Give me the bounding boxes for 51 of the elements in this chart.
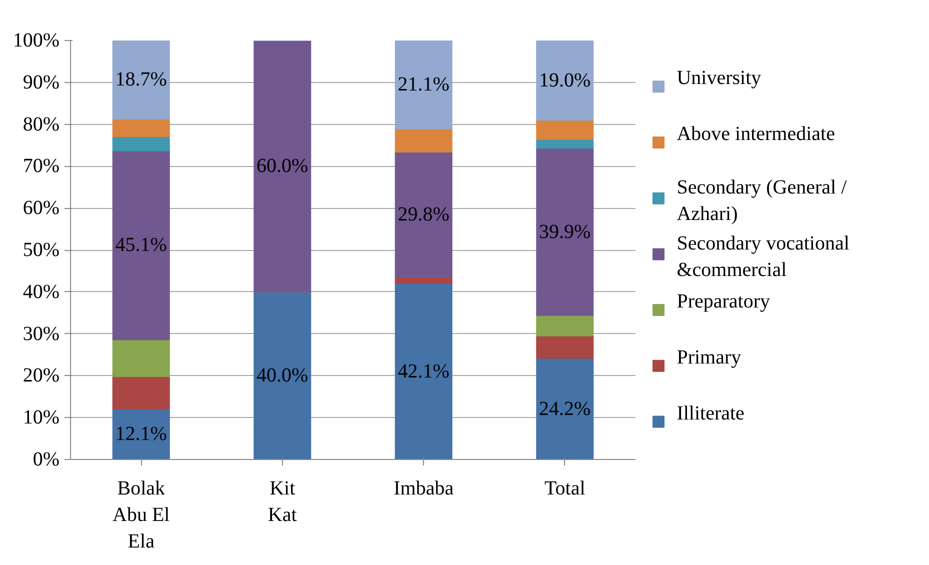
y-tick-label: 100%: [12, 30, 60, 52]
bar: [394, 151, 452, 278]
bar: [112, 339, 170, 378]
legend-label: Primary: [676, 346, 742, 369]
data-label: 29.8%: [398, 203, 450, 226]
data-label: 24.2%: [539, 398, 591, 420]
bar: [536, 358, 594, 460]
y-tick-label: 30%: [22, 322, 60, 345]
data-label: 39.9%: [539, 220, 591, 243]
legend-label: Illiterate: [676, 402, 745, 424]
y-tick-label: 80%: [22, 113, 60, 136]
y-tick-label: 90%: [22, 71, 60, 94]
bar: [254, 291, 312, 460]
x-tick-label: Bolak Abu El Ela: [112, 478, 170, 552]
data-label: 60.0%: [256, 155, 308, 178]
x-tick-label: Total: [544, 478, 586, 500]
bar: [536, 40, 594, 121]
bar: [536, 148, 594, 316]
y-tick-label: 20%: [22, 364, 60, 387]
data-label: 12.1%: [115, 423, 167, 446]
legend-label: University: [676, 67, 762, 90]
data-label: 21.1%: [398, 74, 450, 96]
y-tick-label: 50%: [22, 239, 60, 261]
bar: [112, 376, 170, 410]
legend-label: Preparatory: [676, 290, 770, 313]
data-label: 18.7%: [115, 68, 167, 91]
data-label: 19.0%: [539, 69, 591, 92]
y-tick-label: 40%: [22, 280, 60, 303]
y-tick-label: 70%: [22, 155, 60, 178]
legend-label: Secondary (General / Azhari): [676, 176, 848, 226]
x-tick-label: Kit Kat: [268, 478, 298, 526]
bar: [112, 136, 170, 152]
legend-label: Above intermediate: [676, 123, 836, 146]
y-tick-label: 10%: [22, 406, 60, 429]
y-tick-label: 0%: [32, 448, 60, 470]
bar: [112, 150, 170, 340]
x-tick-label: Imbaba: [394, 478, 454, 500]
data-label: 42.1%: [398, 360, 450, 382]
bar: [112, 40, 170, 120]
bar: [536, 335, 594, 359]
y-tick-label: 60%: [22, 197, 60, 220]
bar: [536, 120, 594, 140]
bar: [112, 118, 170, 137]
bar: [536, 314, 594, 336]
legend-label: Secondary vocational &commercial: [676, 232, 850, 282]
bar: [394, 128, 452, 152]
bar: [254, 40, 312, 292]
bar: [394, 40, 452, 130]
data-label: 45.1%: [115, 234, 167, 256]
bar: [394, 282, 452, 460]
data-label: 40.0%: [256, 364, 308, 387]
